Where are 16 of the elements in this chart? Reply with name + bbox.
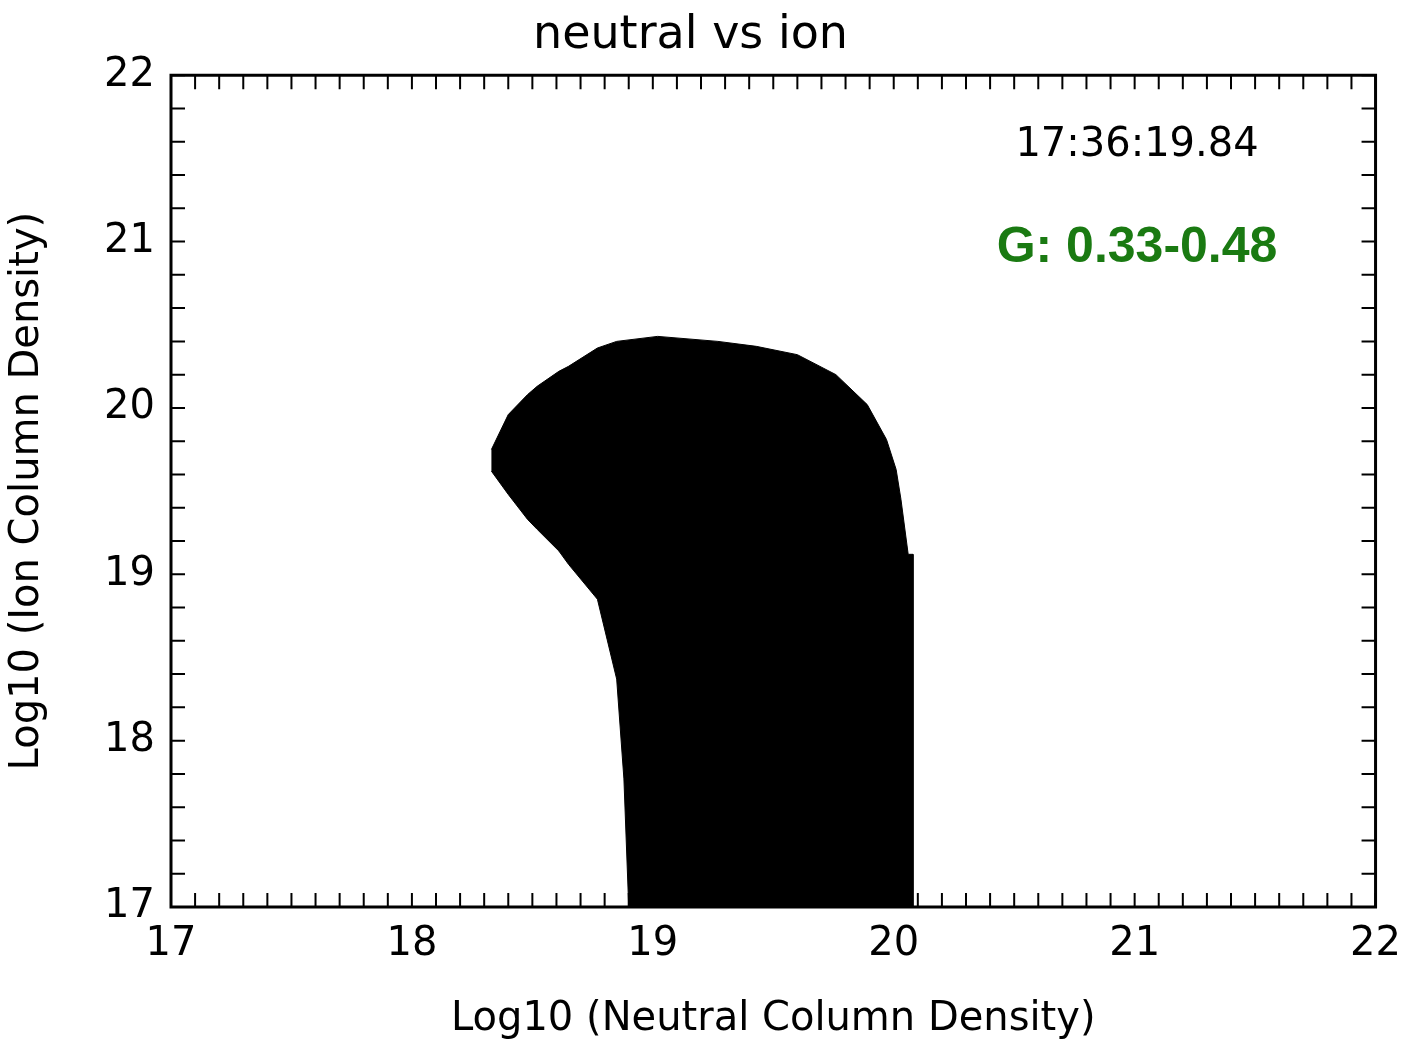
x-tick-label: 17 <box>145 918 197 965</box>
chart-title: neutral vs ion <box>532 4 849 59</box>
y-tick-label: 18 <box>104 714 155 761</box>
y-tick-label: 21 <box>104 214 155 261</box>
x-axis-title: Log10 (Neutral Column Density) <box>450 993 1096 1040</box>
y-tick-label: 19 <box>104 547 155 594</box>
x-tick-label: 20 <box>868 918 920 965</box>
y-axis-title: Log10 (Ion Column Density) <box>1 211 48 771</box>
annotation: G: 0.33-0.48 <box>996 216 1278 273</box>
x-tick-label: 22 <box>1350 918 1401 965</box>
x-tick-label: 21 <box>1109 918 1161 965</box>
x-tick-label: 19 <box>627 918 679 965</box>
x-tick-label: 18 <box>386 918 438 965</box>
annotation: 17:36:19.84 <box>1015 119 1259 166</box>
y-tick-label: 22 <box>104 48 155 95</box>
y-tick-label: 20 <box>104 381 155 428</box>
